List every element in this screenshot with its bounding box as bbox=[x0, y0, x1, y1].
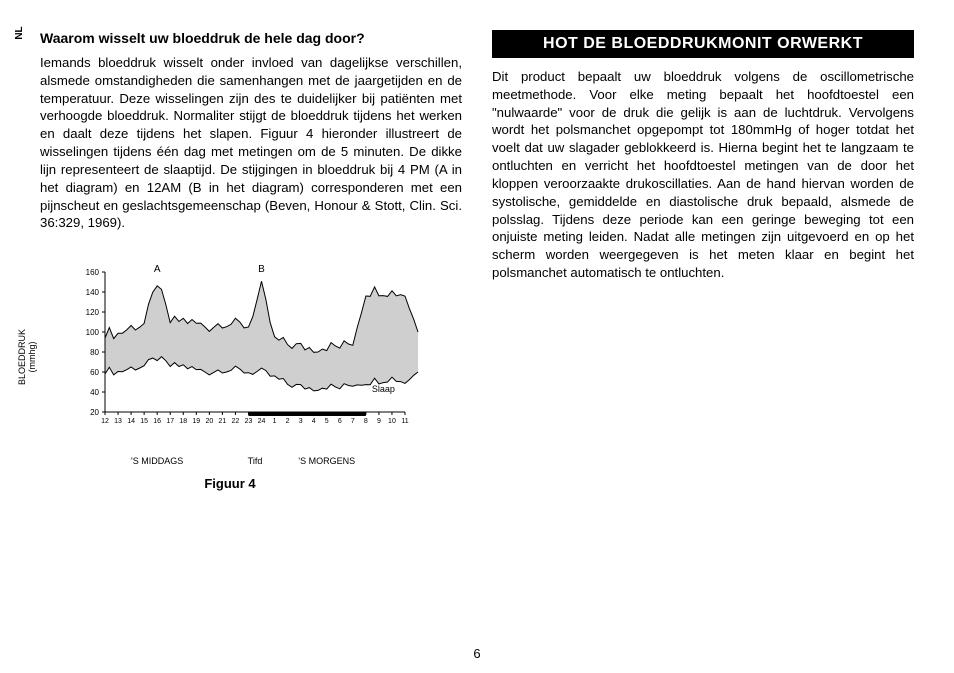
language-tab: NL bbox=[4, 22, 34, 44]
chart-x-section-labels: 'S MIDDAGSTifd'S MORGENS bbox=[40, 456, 420, 470]
svg-text:12: 12 bbox=[101, 418, 109, 425]
svg-text:20: 20 bbox=[90, 408, 99, 417]
svg-text:Slaap: Slaap bbox=[372, 384, 395, 394]
blood-pressure-chart: 1601401201008060402012131415161718192021… bbox=[40, 262, 420, 452]
svg-text:1: 1 bbox=[273, 418, 277, 425]
svg-text:60: 60 bbox=[90, 368, 99, 377]
two-column-layout: Waarom wisselt uw bloeddruk de hele dag … bbox=[40, 30, 914, 590]
svg-text:23: 23 bbox=[245, 418, 253, 425]
svg-text:19: 19 bbox=[192, 418, 200, 425]
svg-text:11: 11 bbox=[401, 418, 408, 425]
right-paragraph: Dit product bepaalt uw bloeddruk volgens… bbox=[492, 68, 914, 282]
section-banner: HOT DE BLOEDDRUKMONIT ORWERKT bbox=[492, 30, 914, 58]
svg-text:5: 5 bbox=[325, 418, 329, 425]
svg-text:40: 40 bbox=[90, 388, 99, 397]
svg-text:120: 120 bbox=[86, 308, 100, 317]
svg-text:17: 17 bbox=[166, 418, 174, 425]
svg-text:160: 160 bbox=[86, 268, 100, 277]
svg-text:2: 2 bbox=[286, 418, 290, 425]
right-column: HOT DE BLOEDDRUKMONIT ORWERKT Dit produc… bbox=[492, 30, 914, 590]
svg-text:10: 10 bbox=[388, 418, 396, 425]
svg-text:22: 22 bbox=[232, 418, 240, 425]
svg-text:4: 4 bbox=[312, 418, 316, 425]
svg-text:18: 18 bbox=[179, 418, 187, 425]
left-column: Waarom wisselt uw bloeddruk de hele dag … bbox=[40, 30, 462, 590]
svg-text:24: 24 bbox=[258, 418, 266, 425]
chart-caption: Figuur 4 bbox=[40, 476, 420, 491]
svg-text:13: 13 bbox=[114, 418, 122, 425]
figure-4: BLOEDDRUK (mmhg) 16014012010080604020121… bbox=[40, 262, 420, 491]
svg-text:9: 9 bbox=[377, 418, 381, 425]
svg-text:A: A bbox=[154, 264, 161, 275]
svg-text:15: 15 bbox=[140, 418, 148, 425]
svg-text:7: 7 bbox=[351, 418, 355, 425]
svg-text:3: 3 bbox=[299, 418, 303, 425]
left-heading: Waarom wisselt uw bloeddruk de hele dag … bbox=[40, 30, 462, 46]
svg-text:B: B bbox=[258, 264, 265, 275]
svg-text:14: 14 bbox=[127, 418, 135, 425]
svg-text:21: 21 bbox=[218, 418, 226, 425]
svg-text:80: 80 bbox=[90, 348, 99, 357]
svg-text:16: 16 bbox=[153, 418, 161, 425]
svg-text:100: 100 bbox=[86, 328, 100, 337]
left-paragraph: Iemands bloeddruk wisselt onder invloed … bbox=[40, 54, 462, 232]
svg-text:6: 6 bbox=[338, 418, 342, 425]
page-number: 6 bbox=[473, 646, 480, 661]
chart-y-axis-label: BLOEDDRUK (mmhg) bbox=[18, 329, 38, 385]
svg-text:140: 140 bbox=[86, 288, 100, 297]
svg-text:20: 20 bbox=[205, 418, 213, 425]
svg-text:8: 8 bbox=[364, 418, 368, 425]
